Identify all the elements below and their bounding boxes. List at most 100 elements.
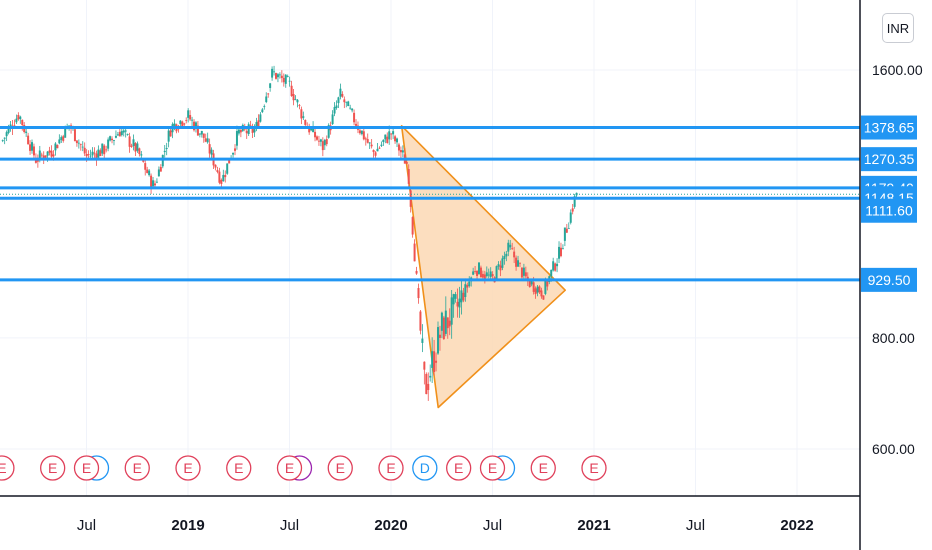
candle-body xyxy=(380,144,383,146)
candle-body xyxy=(194,122,197,128)
earnings-marker[interactable] xyxy=(530,455,556,481)
candle-body xyxy=(569,212,572,223)
earnings-marker[interactable] xyxy=(226,455,252,481)
candle-body xyxy=(349,107,352,109)
candle-body xyxy=(68,125,71,127)
candle-body xyxy=(60,137,63,140)
candle-body xyxy=(421,338,424,343)
earnings-marker[interactable] xyxy=(479,455,506,481)
candle-body xyxy=(495,266,498,279)
candle-body xyxy=(265,96,268,103)
earnings-marker[interactable] xyxy=(175,455,201,481)
candle-body xyxy=(366,139,369,143)
candle-body xyxy=(561,248,564,250)
candle-body xyxy=(503,256,506,259)
candle-body xyxy=(124,130,127,132)
level-price-tag[interactable] xyxy=(861,115,917,140)
x-tick-label: 2022 xyxy=(780,517,813,534)
x-tick-label: 2021 xyxy=(577,517,610,534)
earnings-marker[interactable] xyxy=(73,455,100,481)
candle-body xyxy=(271,68,274,78)
earnings-marker[interactable] xyxy=(446,455,472,481)
candle-body xyxy=(522,267,525,276)
candle-body xyxy=(214,164,217,168)
candle-body xyxy=(382,139,385,142)
candle-body xyxy=(419,311,422,331)
earnings-marker[interactable] xyxy=(124,455,150,481)
candle-body xyxy=(335,105,338,108)
candle-body xyxy=(85,153,88,157)
candle-body xyxy=(159,166,162,172)
candle-body xyxy=(48,150,51,153)
level-price-label: 929.50 xyxy=(868,272,911,288)
candle-body xyxy=(173,123,176,126)
candle-body xyxy=(314,131,317,138)
level-price-tag[interactable] xyxy=(861,267,917,292)
candle-body xyxy=(302,116,305,118)
candle-body xyxy=(520,267,523,278)
candle-body xyxy=(294,99,297,101)
earnings-marker[interactable] xyxy=(581,455,607,481)
candle-body xyxy=(56,144,59,149)
currency-button[interactable]: INR xyxy=(882,13,914,43)
horizontal-levels[interactable]: 1378.651270.351179.401148.15929.501111.6… xyxy=(0,115,917,292)
price-tag-tag[interactable] xyxy=(861,198,917,223)
candle-body xyxy=(25,131,28,133)
candle-body xyxy=(54,143,57,151)
candle-body xyxy=(558,246,561,259)
x-tick-label: Jul xyxy=(483,517,502,534)
candle-body xyxy=(42,155,45,160)
earnings-marker[interactable] xyxy=(40,455,66,481)
dividend-marker[interactable] xyxy=(412,455,438,481)
candle-body xyxy=(79,144,82,146)
earnings-marker[interactable] xyxy=(378,455,404,481)
candle-body xyxy=(358,130,361,134)
candle-body xyxy=(530,280,533,285)
event-marker-label: E xyxy=(589,460,598,476)
candle-body xyxy=(269,83,272,88)
candle-body xyxy=(276,74,279,78)
candle-body xyxy=(280,75,283,79)
candle-body xyxy=(312,126,315,133)
candle-body xyxy=(296,99,299,103)
candle-body xyxy=(288,80,291,82)
candle-body xyxy=(415,270,418,274)
earnings-marker[interactable] xyxy=(276,455,303,481)
candle-body xyxy=(442,317,445,339)
candle-body xyxy=(167,130,170,142)
candle-body xyxy=(546,281,549,287)
candle-body xyxy=(111,138,114,141)
candle-body xyxy=(191,119,194,121)
candle-body xyxy=(399,150,402,153)
candle-body xyxy=(77,142,80,144)
candle-body xyxy=(505,253,508,257)
triangle-shape xyxy=(400,125,567,409)
price-tag-label: 1111.60 xyxy=(865,203,913,219)
candle-body xyxy=(364,138,367,140)
candle-body xyxy=(327,125,330,138)
level-price-label: 1378.65 xyxy=(864,120,915,136)
earnings-marker[interactable] xyxy=(0,455,15,481)
candle-body xyxy=(565,228,568,233)
event-marker-label: E xyxy=(82,460,91,476)
candle-body xyxy=(17,114,20,120)
candle-body xyxy=(405,161,408,164)
event-marker-label: E xyxy=(285,460,294,476)
candle-body xyxy=(337,97,340,104)
candle-body xyxy=(247,124,250,135)
candle-body xyxy=(497,264,500,267)
level-price-tag[interactable] xyxy=(861,147,917,172)
earnings-marker[interactable] xyxy=(327,455,353,481)
candle-body xyxy=(567,228,570,229)
candle-body xyxy=(87,154,90,155)
candle-body xyxy=(259,114,262,122)
event-marker-label: E xyxy=(0,460,7,476)
candle-body xyxy=(235,131,238,146)
candle-body xyxy=(513,251,516,258)
candle-body xyxy=(448,320,451,327)
candle-body xyxy=(308,125,311,133)
candle-body xyxy=(468,281,471,287)
candle-body xyxy=(360,130,363,135)
